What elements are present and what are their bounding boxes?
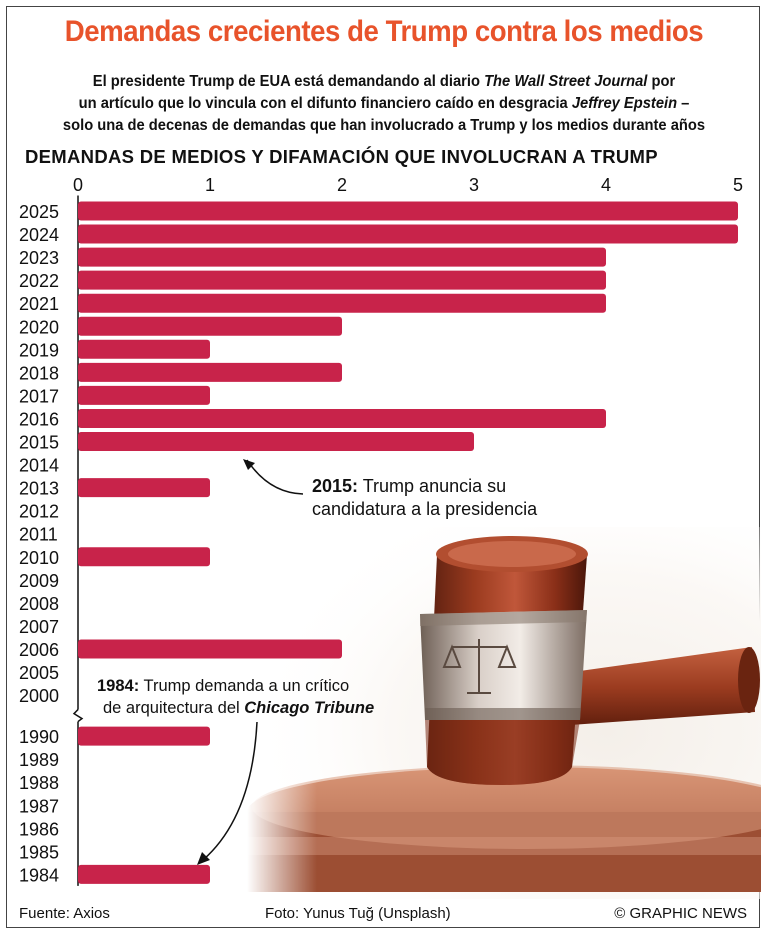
annotation-2015-text-2: candidatura a la presidencia bbox=[312, 499, 538, 519]
annotation-1984-text-2: de arquitectura del bbox=[103, 699, 245, 717]
y-tick-label: 2018 bbox=[19, 363, 59, 383]
x-tick-label: 1 bbox=[205, 175, 215, 195]
axis-break-mark bbox=[72, 709, 84, 723]
y-tick-label: 2025 bbox=[19, 202, 59, 222]
annotation-2015: 2015: Trump anuncia su candidatura a la … bbox=[312, 475, 537, 521]
y-tick-label: 1986 bbox=[19, 819, 59, 839]
annotation-2015-arrow bbox=[246, 459, 304, 495]
y-tick-label: 2020 bbox=[19, 317, 59, 337]
subtitle-person: Jeffrey Epstein bbox=[571, 95, 678, 112]
annotation-2015-year: 2015: bbox=[312, 476, 359, 496]
bar-2020 bbox=[78, 316, 342, 336]
subtitle-text: por bbox=[647, 73, 676, 90]
bar-2006 bbox=[78, 639, 342, 659]
scales-of-justice-icon bbox=[442, 639, 517, 694]
y-tick-label: 2012 bbox=[19, 502, 59, 522]
y-tick-label: 2010 bbox=[19, 548, 59, 568]
subtitle: El presidente Trump de EUA está demandan… bbox=[37, 71, 731, 137]
chart-title: DEMANDAS DE MEDIOS Y DIFAMACIÓN QUE INVO… bbox=[25, 146, 658, 167]
bar-2017 bbox=[78, 385, 210, 405]
y-tick-label: 2011 bbox=[19, 525, 58, 545]
annotation-1984-newspaper: Chicago Tribune bbox=[244, 699, 375, 717]
y-tick-label: 2007 bbox=[19, 617, 59, 637]
y-tick-label: 2015 bbox=[19, 433, 59, 453]
bar-2022 bbox=[78, 270, 606, 290]
annotation-1984-text: Trump demanda a un crítico bbox=[139, 677, 350, 695]
y-tick-label: 2019 bbox=[19, 340, 59, 360]
y-tick-label: 1989 bbox=[19, 750, 59, 770]
subtitle-newspaper: The Wall Street Journal bbox=[484, 73, 648, 90]
x-tick-label: 3 bbox=[469, 175, 479, 195]
y-tick-label: 1987 bbox=[19, 796, 59, 816]
y-tick-label: 2016 bbox=[19, 409, 59, 429]
y-tick-label: 1984 bbox=[19, 865, 59, 885]
annotation-1984-arrowhead bbox=[197, 852, 210, 865]
y-tick-label: 2008 bbox=[19, 594, 59, 614]
y-tick-label: 1990 bbox=[19, 727, 59, 747]
x-tick-label: 4 bbox=[601, 175, 611, 195]
annotation-1984-year: 1984: bbox=[97, 677, 140, 695]
subtitle-line-2: un artículo que lo vincula con el difunt… bbox=[37, 93, 731, 115]
gavel-image bbox=[247, 527, 761, 899]
y-tick-label: 1988 bbox=[19, 773, 59, 793]
y-tick-label: 2005 bbox=[19, 663, 59, 683]
bar-chart: 0 1 2 3 4 5 2025 2024 2023 2022 2021 2020 2019 2018 20… bbox=[19, 175, 743, 886]
x-tick-label: 5 bbox=[733, 175, 743, 195]
y-tick-label: 2017 bbox=[19, 386, 59, 406]
subtitle-text: El presidente Trump de EUA está demandan… bbox=[92, 73, 485, 90]
bar-2019 bbox=[78, 339, 210, 359]
y-tick-label: 1985 bbox=[19, 842, 59, 862]
x-tick-label: 0 bbox=[73, 175, 83, 195]
page-title: Demandas crecientes de Trump contra los … bbox=[64, 15, 704, 48]
infographic-frame: Demandas crecientes de Trump contra los … bbox=[6, 6, 761, 928]
subtitle-text: – bbox=[677, 95, 690, 112]
photo-credit: Foto: Yunus Tuğ (Unsplash) bbox=[265, 905, 451, 922]
annotation-2015-arrowhead bbox=[243, 459, 255, 470]
y-tick-label: 2006 bbox=[19, 640, 59, 660]
y-tick-label: 2013 bbox=[19, 479, 59, 499]
annotation-1984-arrow bbox=[202, 721, 258, 861]
bar-1984 bbox=[78, 864, 210, 884]
y-tick-label: 2022 bbox=[19, 271, 59, 291]
source-credit: Fuente: Axios bbox=[19, 905, 110, 922]
annotation-2015-text: Trump anuncia su bbox=[358, 476, 507, 496]
subtitle-line-1: El presidente Trump de EUA está demandan… bbox=[37, 71, 731, 93]
bar-2010 bbox=[78, 547, 210, 567]
y-tick-label: 2000 bbox=[19, 686, 59, 706]
y-tick-label: 2009 bbox=[19, 571, 59, 591]
bar-1990 bbox=[78, 726, 210, 746]
y-tick-label: 2021 bbox=[19, 294, 59, 314]
bar-2023 bbox=[78, 247, 606, 267]
bar-2016 bbox=[78, 408, 606, 428]
y-tick-label: 2023 bbox=[19, 248, 59, 268]
x-tick-label: 2 bbox=[337, 175, 347, 195]
copyright-credit: © GRAPHIC NEWS bbox=[614, 905, 747, 922]
subtitle-text: un artículo que lo vincula con el difunt… bbox=[78, 95, 572, 112]
y-tick-label: 2024 bbox=[19, 225, 59, 245]
y-tick-label: 2014 bbox=[19, 456, 59, 476]
bar-2021 bbox=[78, 293, 606, 313]
bar-2018 bbox=[78, 362, 342, 382]
bar-2013 bbox=[78, 478, 210, 498]
annotation-1984: 1984: Trump demanda a un crítico de arqu… bbox=[97, 675, 374, 719]
subtitle-line-3: solo una de decenas de demandas que han … bbox=[62, 117, 706, 134]
bar-2015 bbox=[78, 432, 474, 451]
bar-2024 bbox=[78, 224, 738, 244]
bar-2025 bbox=[78, 201, 738, 221]
